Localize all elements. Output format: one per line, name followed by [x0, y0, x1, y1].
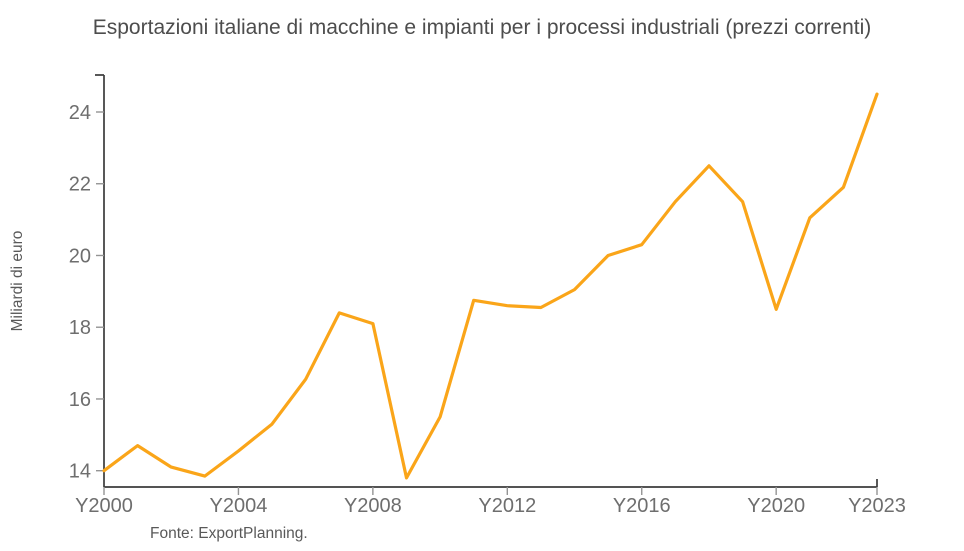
x-tick-label: Y2012 — [478, 495, 536, 517]
chart-title: Esportazioni italiane di macchine e impi… — [92, 16, 872, 39]
y-tick-label: 18 — [69, 317, 91, 339]
y-tick-label: 20 — [69, 245, 91, 267]
y-tick-label: 22 — [69, 174, 91, 196]
y-tick-label: 24 — [69, 102, 91, 124]
y-tick-label: 16 — [69, 389, 91, 411]
x-tick-label: Y2020 — [747, 495, 805, 517]
source-note: Fonte: ExportPlanning. — [150, 525, 308, 542]
y-tick-label: 14 — [69, 461, 91, 483]
x-tick-label: Y2004 — [210, 495, 268, 517]
x-tick-label: Y2023 — [848, 495, 906, 517]
x-tick-label: Y2008 — [344, 495, 402, 517]
x-tick-label: Y2000 — [75, 495, 133, 517]
data-line — [102, 92, 879, 480]
x-tick-label: Y2016 — [613, 495, 671, 517]
